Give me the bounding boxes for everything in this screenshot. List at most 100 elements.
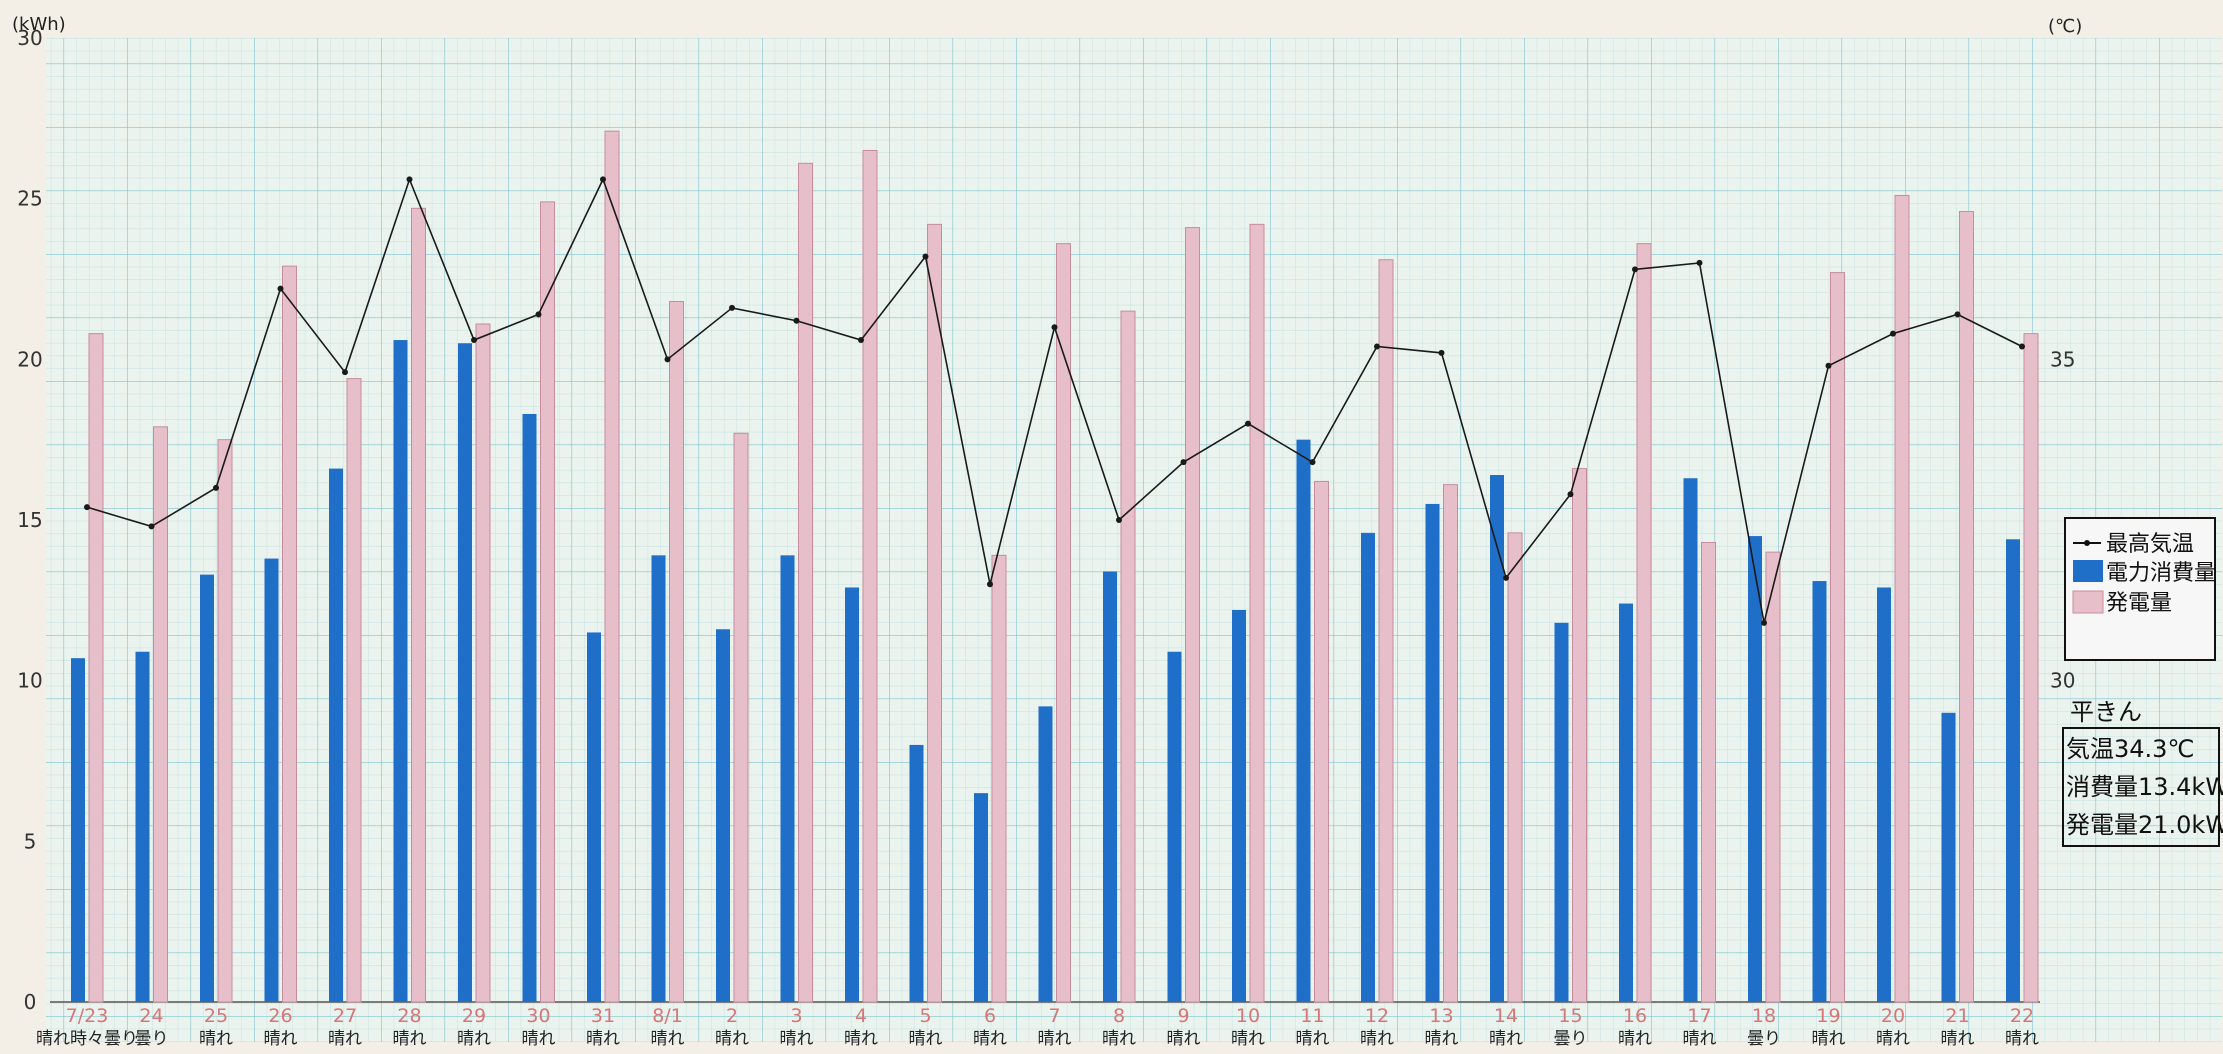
left-tick-label: 0 [24,990,37,1014]
generation-bar [991,554,1007,1003]
date-label: 22 [2010,1005,2034,1027]
generation-bar [1765,551,1781,1003]
temperature-point [213,484,219,491]
consumption-bar [909,744,924,1002]
weather-label: 晴れ [844,1029,878,1049]
consumption-bar [329,468,343,1002]
date-label: 20 [1881,1005,1905,1027]
date-label: 21 [1945,1005,1969,1027]
generation-bar [1507,532,1523,1003]
date-label: 12 [1365,1005,1389,1027]
date-label: 29 [462,1005,486,1027]
consumption-bar [780,555,795,1002]
date-label: 3 [790,1005,802,1027]
date-label: 19 [1816,1005,1840,1027]
temperature-point [277,285,284,292]
weather-label: 晴れ [264,1029,298,1049]
consumption-bar [1232,609,1246,1002]
generation-bar [798,162,813,1003]
generation-bar [1185,227,1200,1003]
consumption-bar [1038,706,1053,1002]
generation-bar [1701,541,1716,1003]
generation-bar [540,201,555,1003]
date-label: 28 [397,1005,421,1027]
left-axis-unit: (kWh) [12,14,66,35]
temperature-point [1374,343,1380,350]
generation-bar [88,333,104,1003]
right-axis-unit: (℃) [2048,16,2082,37]
weather-label: 曇り [1554,1029,1588,1049]
date-label: 11 [1300,1005,1324,1027]
date-label: 26 [268,1005,292,1027]
left-axis: 0 5 10 15 20 25 30 [17,26,42,1014]
temperature-point [1825,362,1832,369]
temperature-point [1632,266,1638,273]
weather-label: 曇り [135,1029,169,1049]
generation-bar [1443,484,1458,1003]
consumption-bar [845,587,859,1002]
bars-layer [71,130,2039,1003]
legend-label-consumption: 電力消費量 [2106,561,2216,586]
right-axis: 30 35 [2050,347,2075,692]
generation-bar [2023,333,2039,1003]
date-label: 15 [1558,1005,1582,1027]
weather-label: 晴れ [973,1029,1007,1049]
generation-bar [862,149,878,1003]
temperature-point [1438,349,1445,356]
generation-bar [927,223,942,1003]
date-label: 13 [1429,1005,1453,1027]
date-label: 9 [1177,1005,1189,1027]
legend-label-generation: 発電量 [2106,591,2172,616]
temperature-point [2019,343,2025,350]
generation-bar [1378,259,1394,1003]
temperature-point [858,337,864,344]
left-tick-label: 30 [17,26,42,50]
weather-label: 晴れ [328,1029,362,1049]
consumption-bar [200,574,214,1002]
temperature-point [664,356,671,363]
summary-line-consumption: 消費量13.4kWh [2066,773,2223,801]
temperature-point [729,304,735,311]
date-label: 8 [1113,1005,1125,1027]
date-label: 25 [204,1005,228,1027]
weather-label: 晴れ [1102,1029,1136,1049]
temperature-point [1116,517,1122,523]
summary-box: 平きん 気温34.3℃ 消費量13.4kWh 発電量21.0kWh [2062,698,2223,847]
date-label: 8/1 [652,1005,683,1027]
weather-label: 晴れ [2005,1029,2039,1049]
temperature-point [1761,619,1767,626]
temperature-point [84,504,90,511]
weather-label: 晴れ [586,1029,620,1049]
x-axis-labels: 7/23晴れ時々曇り24曇り25晴れ26晴れ27晴れ28晴れ29晴れ30晴れ31… [36,1005,2039,1049]
consumption-bar [1490,475,1504,1003]
date-label: 2 [726,1005,738,1027]
temperature-point [1051,324,1058,331]
consumption-bar [974,793,988,1002]
date-label: 17 [1687,1005,1711,1027]
generation-bar [1056,243,1071,1003]
weather-label: 晴れ [1360,1029,1394,1049]
weather-label: 晴れ [715,1029,749,1049]
right-tick-label: 35 [2050,347,2075,371]
left-tick-label: 25 [17,187,42,211]
generation-bar [282,265,297,1003]
generation-bar [153,426,168,1003]
consumption-bar [1877,587,1891,1002]
consumption-bar [458,343,472,1002]
temperature-point [342,369,348,376]
generation-bar [217,439,233,1003]
legend-box [2064,517,2216,661]
weather-label: 晴れ [1683,1029,1717,1049]
legend: 最高気温 電力消費量 発電量 [2064,517,2216,661]
weather-label: 晴れ [522,1029,556,1049]
date-label: 10 [1236,1005,1260,1027]
temperature-point [600,176,606,183]
consumption-bar [1554,622,1569,1002]
weather-label: 晴れ [780,1029,814,1049]
temperature-point [793,317,800,324]
weather-label: 晴れ [651,1029,685,1049]
generation-bar [346,378,362,1003]
temperature-point [1180,459,1187,466]
consumption-bar [1748,536,1762,1002]
generation-bar [604,130,620,1003]
